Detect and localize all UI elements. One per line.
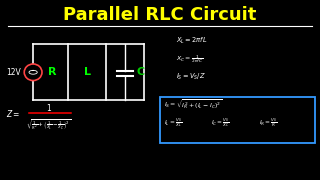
Text: $Z = $: $Z = $ [6, 108, 20, 119]
Text: $X_L = 2\pi fL$: $X_L = 2\pi fL$ [176, 36, 207, 46]
Text: L: L [84, 67, 91, 77]
Text: 12V: 12V [6, 68, 21, 77]
Text: $I_L = \frac{V_S}{X_L}$: $I_L = \frac{V_S}{X_L}$ [164, 116, 182, 130]
Text: $I_C = \frac{V_S}{X_C}$: $I_C = \frac{V_S}{X_C}$ [212, 116, 230, 130]
Text: $I_S = \sqrt{I_R^2 + (I_L - I_C)^2}$: $I_S = \sqrt{I_R^2 + (I_L - I_C)^2}$ [164, 98, 222, 112]
Text: C: C [136, 67, 144, 77]
Text: $1$: $1$ [46, 102, 52, 113]
Text: R: R [48, 67, 56, 77]
Text: $I_R = \frac{V_S}{R}$: $I_R = \frac{V_S}{R}$ [259, 117, 278, 129]
Text: $\sqrt{\frac{1}{R^2}+\left(\frac{1}{X_L}-\frac{1}{X_C}\right)^2}$: $\sqrt{\frac{1}{R^2}+\left(\frac{1}{X_L}… [26, 118, 72, 132]
Text: $X_C = \frac{1}{2\pi fC}$: $X_C = \frac{1}{2\pi fC}$ [176, 53, 203, 65]
Text: $I_S = V_S / Z$: $I_S = V_S / Z$ [176, 72, 206, 82]
Text: Parallel RLC Circuit: Parallel RLC Circuit [63, 6, 257, 24]
FancyBboxPatch shape [160, 97, 315, 143]
Circle shape [24, 64, 42, 80]
